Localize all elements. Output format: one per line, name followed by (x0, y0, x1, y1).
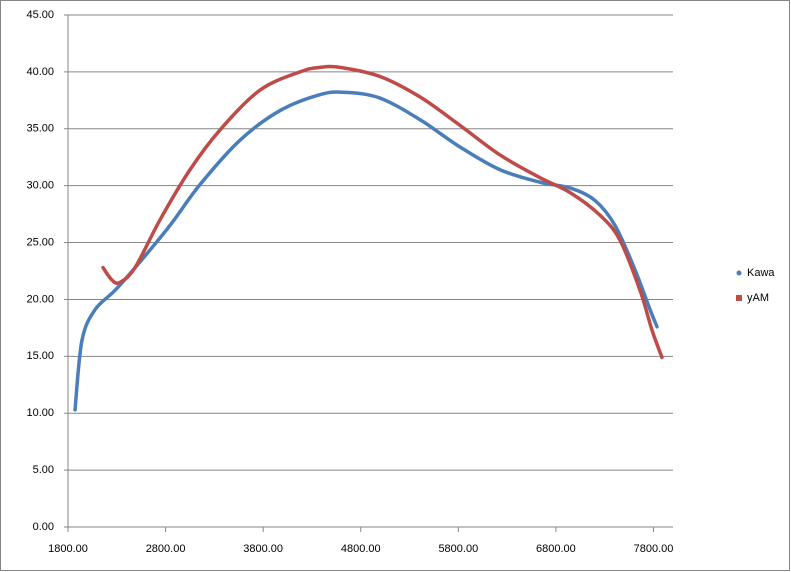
y-tick-label: 25.00 (26, 236, 54, 248)
y-tick-label: 40.00 (26, 66, 54, 78)
legend-marker (736, 295, 742, 301)
y-tick-label: 10.00 (26, 407, 54, 419)
y-tick-label: 20.00 (26, 293, 54, 305)
y-tick-label: 15.00 (26, 350, 54, 362)
x-tick-label: 6800.00 (536, 543, 576, 555)
legend-label: Kawa (747, 267, 775, 279)
legend-label: yAM (747, 292, 769, 304)
x-tick-label: 3800.00 (243, 543, 283, 555)
legend-marker (736, 270, 742, 276)
y-tick-label: 30.00 (26, 180, 54, 192)
y-tick-label: 5.00 (33, 464, 54, 476)
y-tick-label: 35.00 (26, 123, 54, 135)
series-line (101, 64, 664, 360)
x-tick-label: 4800.00 (341, 543, 381, 555)
y-tick-label: 45.00 (26, 9, 54, 21)
x-tick-label: 2800.00 (146, 543, 186, 555)
y-tick-label: 0.00 (33, 521, 54, 533)
x-tick-label: 7800.00 (634, 543, 674, 555)
x-tick-label: 5800.00 (438, 543, 478, 555)
x-tick-label: 1800.00 (48, 543, 88, 555)
